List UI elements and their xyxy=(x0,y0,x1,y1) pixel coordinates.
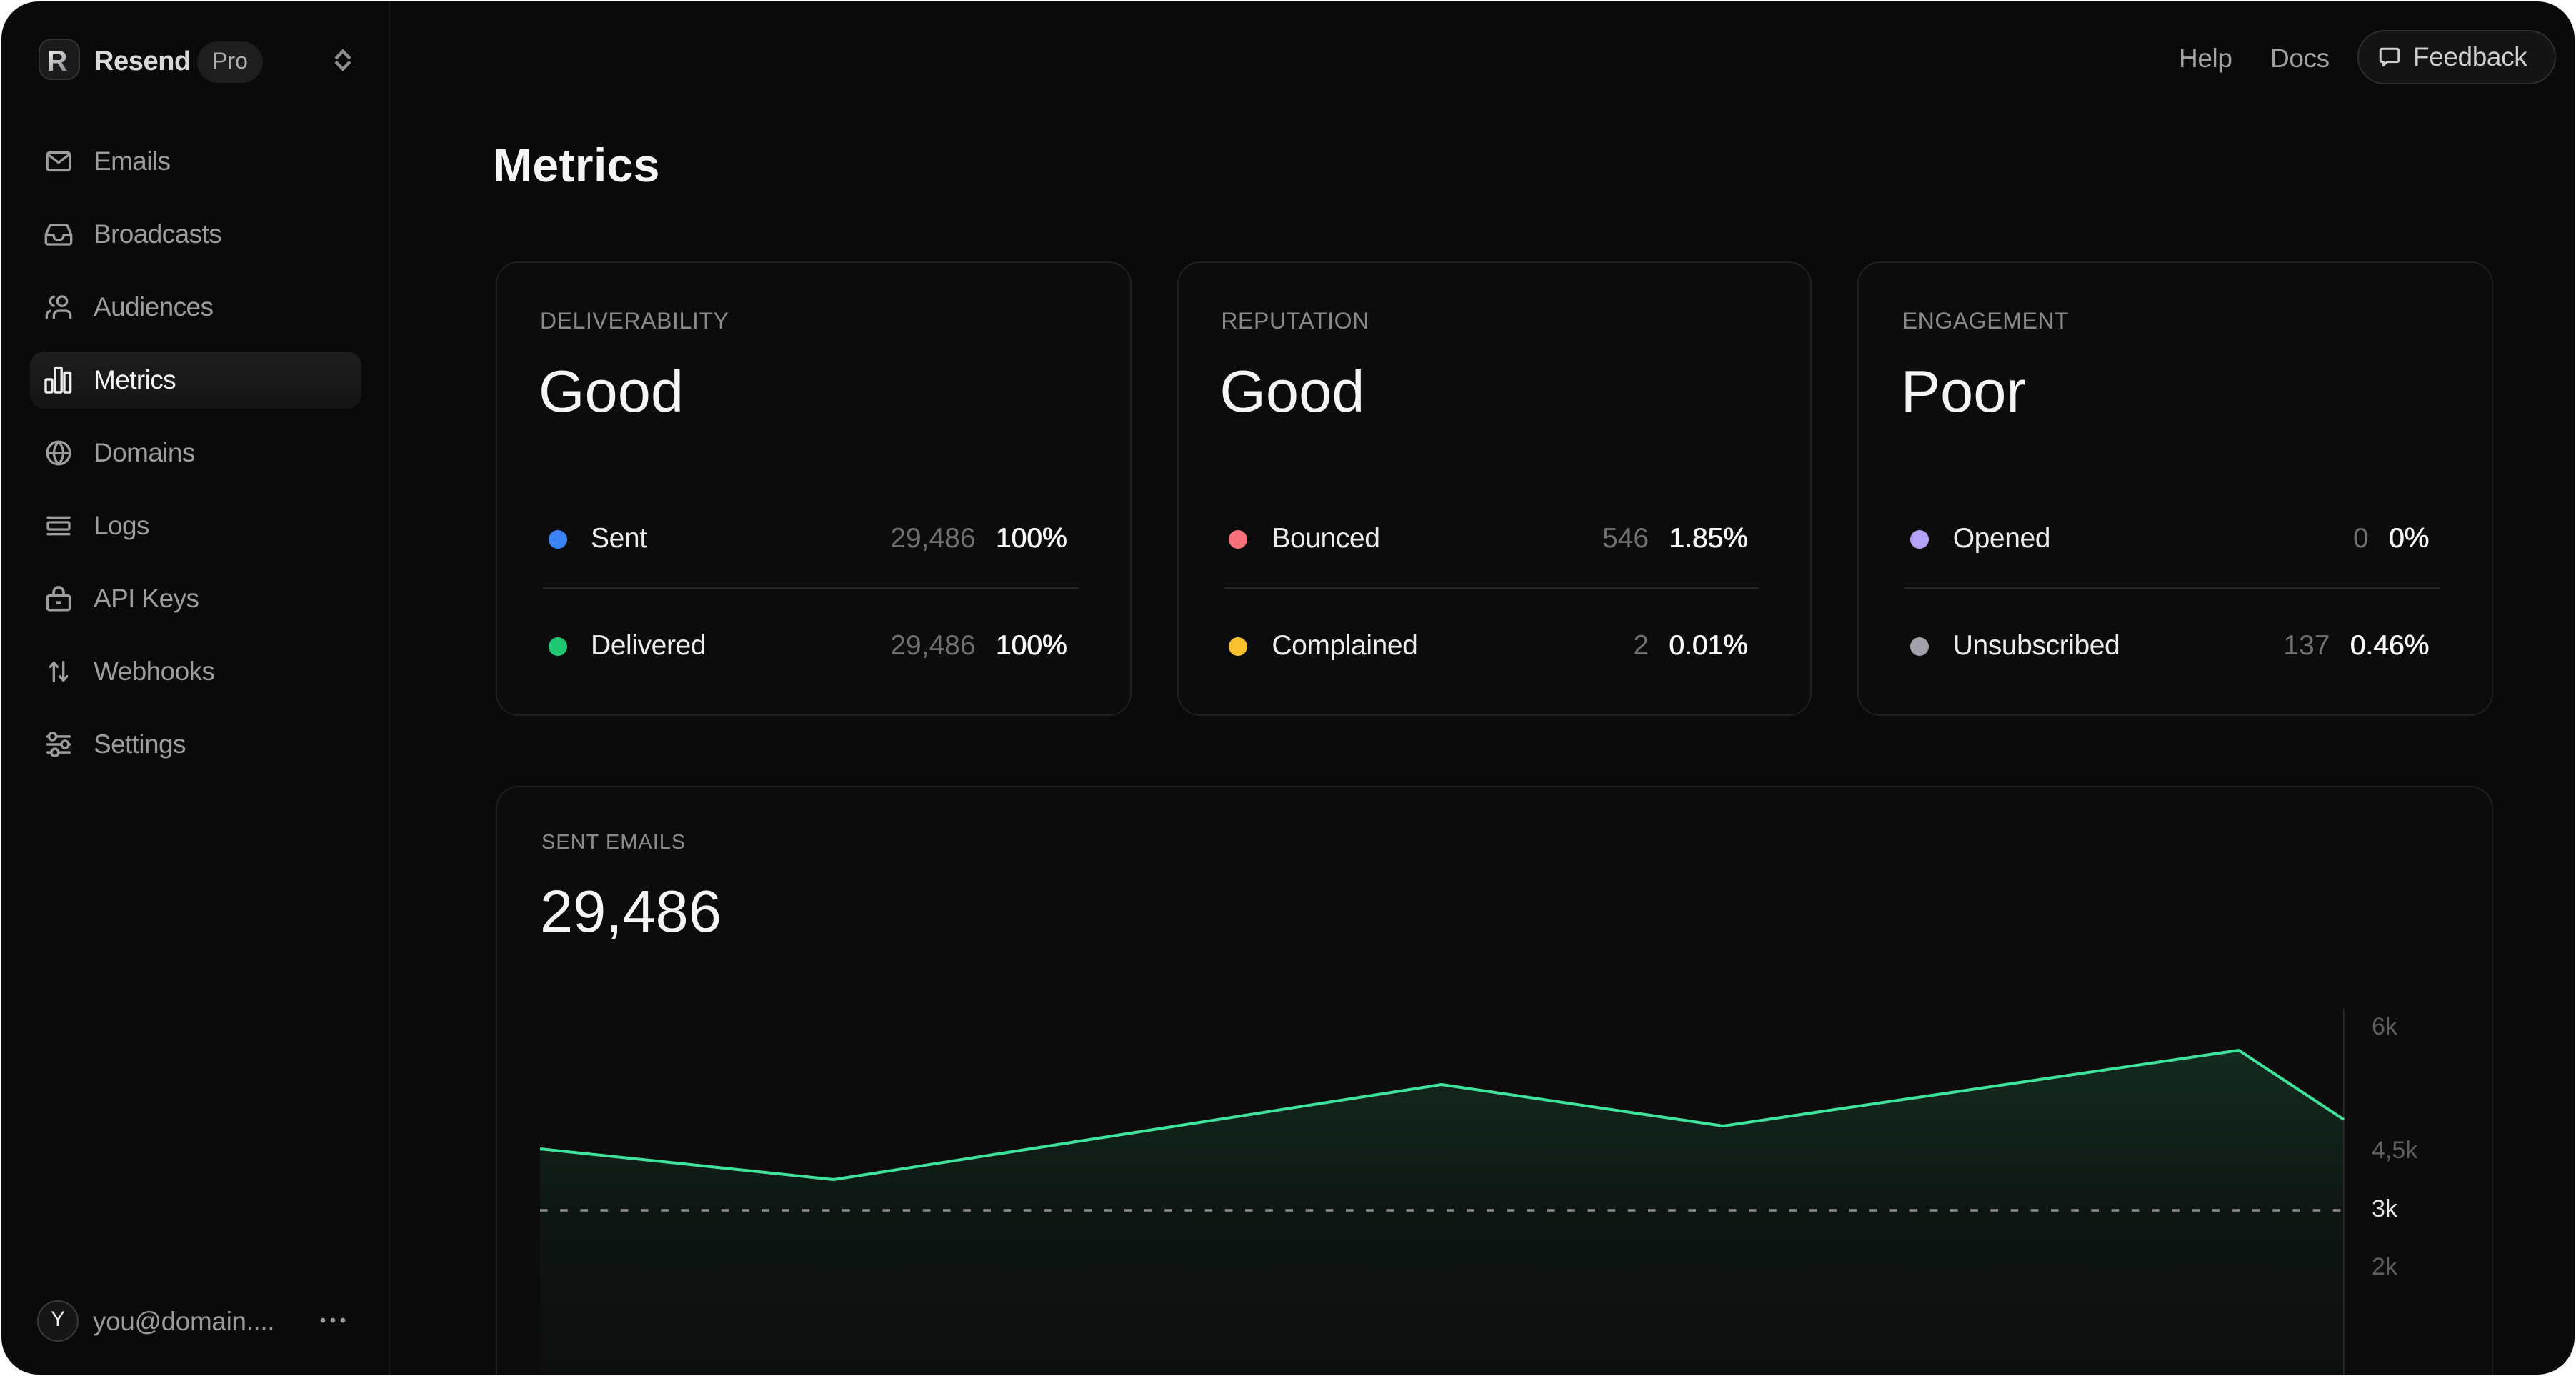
svg-text:3k: 3k xyxy=(2372,1195,2398,1222)
svg-text:6k: 6k xyxy=(2372,1013,2398,1040)
svg-text:R: R xyxy=(49,48,68,72)
svg-text:2k: 2k xyxy=(2372,1253,2398,1280)
svg-text:4,5k: 4,5k xyxy=(2372,1137,2418,1164)
